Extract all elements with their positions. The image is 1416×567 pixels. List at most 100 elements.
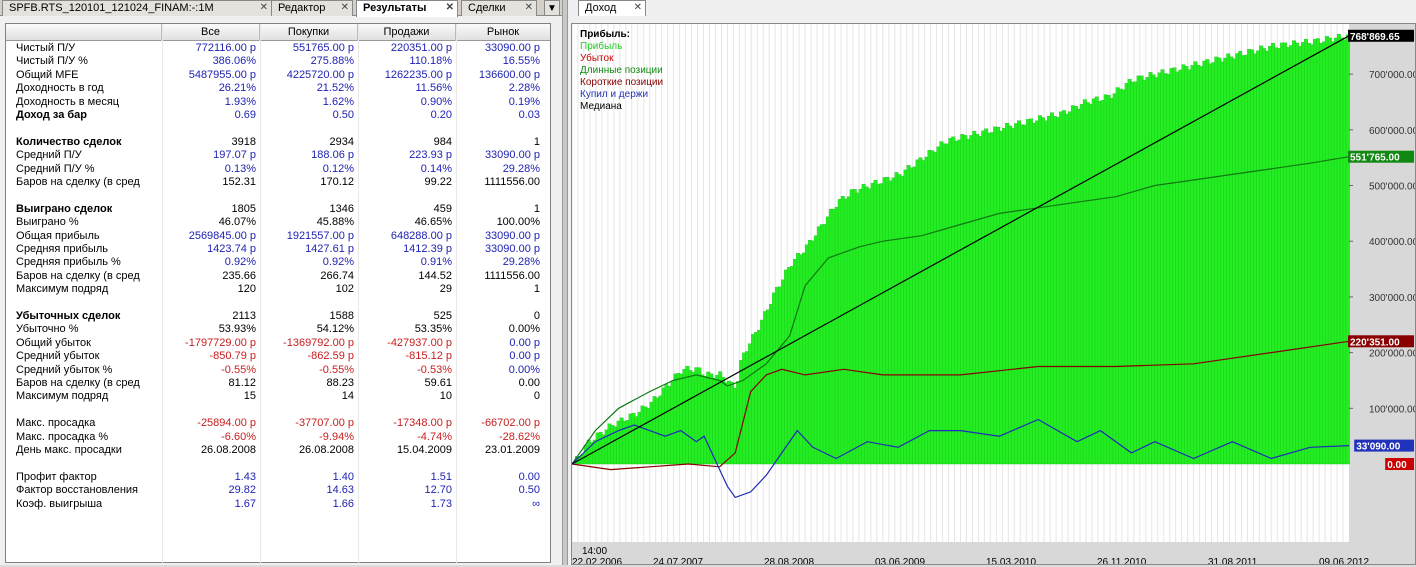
column-header-buys[interactable]: Покупки bbox=[260, 24, 358, 41]
table-row[interactable]: Средняя прибыль 1423.74 р 1427.61 р 1412.39… bbox=[6, 243, 550, 256]
table-row[interactable] bbox=[6, 457, 550, 470]
table-row[interactable]: Средняя прибыль % 0.92% 0.92% 0.91% 29.28% bbox=[6, 256, 550, 269]
column-header-market[interactable]: Рынок bbox=[486, 26, 520, 38]
tab-deals[interactable]: Сделки ✕ bbox=[461, 0, 537, 16]
row-value: 46.65% bbox=[414, 216, 452, 229]
row-label: Выиграно % bbox=[16, 216, 79, 229]
short-positions-line bbox=[571, 340, 1350, 471]
value-marker-label: 551'765.00 bbox=[1350, 153, 1400, 164]
table-row[interactable]: Профит фактор 1.43 1.40 1.51 0.00 bbox=[6, 471, 550, 484]
close-icon[interactable]: ✕ bbox=[340, 2, 349, 13]
table-row[interactable]: Средний убыток % -0.55% -0.55% -0.53% 0.00% bbox=[6, 364, 550, 377]
row-label: Баров на сделку (в сред bbox=[16, 377, 140, 389]
row-value: 53.35% bbox=[414, 323, 452, 336]
row-value: ∞ bbox=[532, 497, 540, 510]
table-row[interactable]: Средний убыток -850.79 р -862.59 р -815.12 … bbox=[6, 350, 550, 363]
row-value: 21.52% bbox=[316, 82, 354, 95]
close-icon[interactable]: ✕ bbox=[524, 2, 533, 13]
row-value: 1427.61 р bbox=[305, 243, 354, 255]
table-row[interactable] bbox=[6, 404, 550, 417]
table-row[interactable]: Баров на сделку (в сред 235.66 266.74 144.5… bbox=[6, 270, 550, 283]
table-row[interactable]: Доходность в месяц 1.93% 1.62% 0.90% 0.19% bbox=[6, 96, 550, 109]
table-row[interactable]: Коэф. выигрыша 1.67 1.66 1.73 ∞ bbox=[6, 498, 550, 511]
table-row[interactable]: Средний П/У 197.07 р 188.06 р 223.93 р 33090… bbox=[6, 149, 550, 162]
table-row[interactable]: Доходность в год 26.21% 21.52% 11.56% 2.28% bbox=[6, 82, 550, 95]
row-label: Коэф. выигрыша bbox=[16, 497, 103, 510]
tab-results[interactable]: Результаты ✕ bbox=[356, 0, 458, 17]
time-label: 14:00 bbox=[582, 546, 607, 557]
table-row[interactable]: Макс. просадка % -6.60% -9.94% -4.74% -28.62… bbox=[6, 431, 550, 444]
row-value: 29.82 bbox=[228, 484, 256, 497]
table-row[interactable]: Максимум подряд 15 14 10 0 bbox=[6, 390, 550, 403]
row-value: 59.61 bbox=[424, 377, 452, 389]
splitter-handle[interactable] bbox=[562, 0, 568, 565]
tab-label: Доход bbox=[585, 2, 617, 14]
table-row[interactable]: Макс. просадка -25894.00 р -37707.00 р -173… bbox=[6, 417, 550, 430]
table-row[interactable]: Фактор восстановления 29.82 14.63 12.70 0.50 bbox=[6, 484, 550, 497]
column-header-label[interactable] bbox=[6, 24, 162, 41]
row-value: 0.03 bbox=[518, 109, 540, 121]
table-row[interactable]: Выиграно сделок 1805 1346 459 1 bbox=[6, 203, 550, 216]
row-label: Средний убыток % bbox=[16, 363, 113, 376]
row-value: 551765.00 р bbox=[292, 42, 354, 54]
table-row[interactable]: Чистый П/У % 386.06% 275.88% 110.18% 16.55% bbox=[6, 55, 550, 68]
tab-label: Редактор bbox=[278, 2, 326, 14]
row-value: 275.88% bbox=[310, 55, 354, 68]
row-value: -1369792.00 р bbox=[283, 336, 354, 349]
table-row[interactable]: Максимум подряд 120 102 29 1 bbox=[6, 283, 550, 296]
table-row[interactable]: Общая прибыль 2569845.00 р 1921557.00 р 648… bbox=[6, 230, 550, 243]
row-value: 0 bbox=[533, 390, 540, 403]
row-label: Убыточных сделок bbox=[16, 310, 121, 322]
legend-item: Прибыль bbox=[580, 40, 622, 52]
row-value: 1.62% bbox=[322, 95, 354, 108]
row-value: -28.62% bbox=[499, 430, 540, 443]
tab-menu-icon[interactable]: ▼ bbox=[544, 0, 560, 16]
table-row[interactable]: Доход за бар 0.69 0.50 0.20 0.03 bbox=[6, 109, 550, 122]
table-row[interactable]: День макс. просадки 26.08.2008 26.08.2008 1… bbox=[6, 444, 550, 457]
row-value: 0.00% bbox=[508, 363, 540, 376]
table-row[interactable] bbox=[6, 297, 550, 310]
table-row[interactable]: Средний П/У % 0.13% 0.12% 0.14% 29.28% bbox=[6, 163, 550, 176]
table-row[interactable]: Баров на сделку (в сред 152.31 170.12 99.22… bbox=[6, 176, 550, 189]
row-label: Убыточно % bbox=[16, 323, 79, 336]
row-label: Максимум подряд bbox=[16, 390, 109, 403]
row-value: -1797729.00 р bbox=[185, 336, 256, 349]
column-header-sells[interactable]: Продажи bbox=[358, 24, 456, 41]
table-row[interactable] bbox=[6, 122, 550, 135]
results-table: Все Покупки Продажи Рынок Чистый П/У 7721… bbox=[5, 23, 551, 564]
row-value: 2569845.00 р bbox=[188, 229, 256, 242]
tab-income[interactable]: Доход ✕ bbox=[578, 0, 646, 16]
close-icon[interactable]: ✕ bbox=[259, 2, 268, 13]
column-header-all[interactable]: Все bbox=[162, 24, 260, 41]
table-row[interactable]: Убыточно % 53.93% 54.12% 53.35% 0.00% bbox=[6, 323, 550, 336]
tab-symbol[interactable]: SPFB.RTS_120101_121024_FINAM:-:1M ✕ bbox=[2, 0, 272, 16]
results-panel: SPFB.RTS_120101_121024_FINAM:-:1M ✕ Редак… bbox=[0, 0, 562, 565]
row-value: 1921557.00 р bbox=[286, 229, 354, 242]
table-row[interactable]: Количество сделок 3918 2934 984 1 bbox=[6, 136, 550, 149]
table-row[interactable]: Убыточных сделок 2113 1588 525 0 bbox=[6, 310, 550, 323]
table-row[interactable]: Выиграно % 46.07% 45.88% 46.65% 100.00% bbox=[6, 216, 550, 229]
row-value: 0.14% bbox=[420, 162, 452, 175]
table-row[interactable] bbox=[6, 189, 550, 202]
x-tick-label: 26.11.2010 bbox=[1097, 557, 1147, 564]
row-label: Средний П/У % bbox=[16, 162, 95, 175]
x-tick-label: 03.06.2009 bbox=[875, 557, 925, 564]
row-label: Средняя прибыль bbox=[16, 243, 108, 255]
row-value: 0.00 bbox=[518, 470, 540, 483]
table-row[interactable]: Чистый П/У 772116.00 р 551765.00 р 220351.0… bbox=[6, 42, 550, 55]
row-value: 0.90% bbox=[420, 95, 452, 108]
legend-item: Убыток bbox=[580, 52, 614, 64]
legend-item: Длинные позиции bbox=[580, 65, 663, 76]
chart-svg[interactable]: 700'000.00 600'000.00 500'000.00 400'000.00… bbox=[571, 24, 1416, 567]
table-row[interactable]: Баров на сделку (в сред 81.12 88.23 59.61 0.… bbox=[6, 377, 550, 390]
close-icon[interactable]: ✕ bbox=[633, 2, 642, 13]
row-value: 0.12% bbox=[322, 162, 354, 175]
y-tick-label: 400'000.00 bbox=[1369, 237, 1415, 248]
income-chart[interactable]: 700'000.00 600'000.00 500'000.00 400'000.00… bbox=[571, 23, 1416, 567]
tab-editor[interactable]: Редактор ✕ bbox=[271, 0, 353, 16]
table-row[interactable]: Общий убыток -1797729.00 р -1369792.00 р -4… bbox=[6, 337, 550, 350]
table-row[interactable]: Общий MFE 5487955.00 р 4225720.00 р 1262235… bbox=[6, 69, 550, 82]
row-value: 120 bbox=[237, 283, 256, 296]
close-icon[interactable]: ✕ bbox=[445, 2, 454, 13]
y-tick-label: 700'000.00 bbox=[1369, 70, 1415, 81]
